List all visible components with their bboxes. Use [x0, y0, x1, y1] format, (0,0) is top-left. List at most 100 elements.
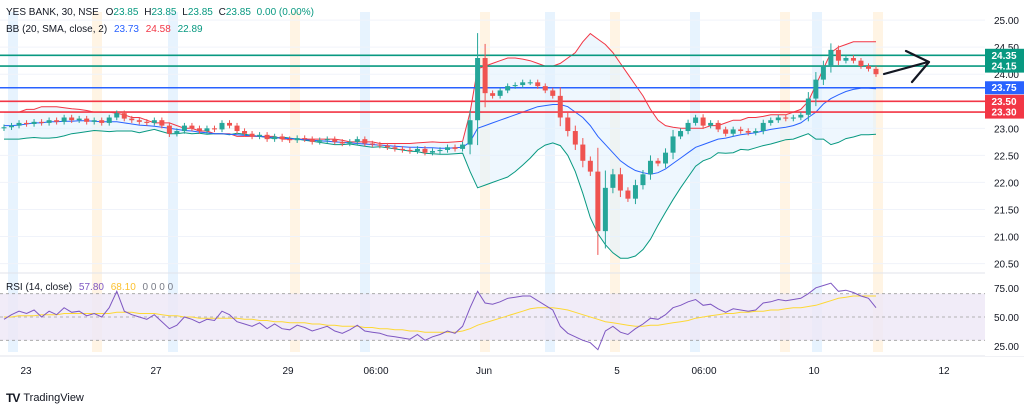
bb-name: BB (20, SMA, close, 2)	[6, 24, 108, 35]
bb-basis-value: 23.73	[113, 24, 139, 35]
candle-body	[565, 117, 571, 132]
candle-body	[174, 131, 180, 134]
candle-body	[302, 138, 308, 140]
level-tag-label: 24.35	[991, 51, 1016, 62]
rsi-legend: RSI (14, close) 57.80 68.10 0 0 0 0	[6, 281, 173, 294]
price-tick-label: 23.00	[994, 124, 1019, 135]
candle-body	[445, 147, 451, 150]
candle-body	[873, 68, 879, 75]
candle-body	[99, 120, 105, 123]
candle-body	[632, 185, 638, 199]
candle-body	[843, 57, 849, 61]
candle-body	[136, 120, 142, 122]
candle-body	[121, 113, 127, 119]
price-axis[interactable]: 25.00 24.50 24.00 23.50 23.00 22.50 22.00 21.50…	[985, 0, 1024, 356]
level-tag-bg	[985, 105, 1024, 119]
candle-body	[775, 117, 781, 121]
candle-body	[678, 131, 684, 137]
candle-body	[211, 128, 217, 130]
candle-body	[572, 131, 578, 145]
candle-body	[31, 121, 37, 124]
price-tick-label: 25.00	[994, 16, 1019, 27]
candle-body	[595, 171, 601, 232]
symbol-label: YES BANK, 30, NSE	[6, 7, 99, 18]
time-tick-label: 29	[282, 366, 294, 377]
time-axis[interactable]: 23 27 29 06:00 Jun 5 06:00 10 12	[20, 366, 950, 377]
candle-body	[16, 122, 22, 126]
level-tag-bg	[985, 59, 1024, 73]
candle-body	[580, 144, 586, 161]
candle-body	[790, 117, 796, 119]
candle-body	[279, 136, 285, 140]
candle-body	[384, 145, 390, 148]
open-value: 23.85	[113, 7, 139, 18]
candle-body	[475, 57, 481, 121]
bb-fill	[4, 33, 876, 259]
candle-body	[1, 127, 7, 129]
candle-body	[460, 144, 466, 149]
candle-body	[46, 120, 52, 123]
candle-body	[865, 66, 871, 69]
candle-body	[527, 82, 533, 84]
rsi-ma-value: 68.10	[110, 282, 136, 293]
horizontal-levels[interactable]	[0, 54, 985, 113]
candle-body	[392, 147, 398, 149]
rsi-tick-label: 25.00	[994, 342, 1019, 353]
candle-body	[204, 128, 210, 132]
candle-body	[602, 187, 608, 232]
level-tag-bg	[985, 94, 1024, 108]
bb-lower-value: 22.89	[177, 24, 203, 35]
candle-body	[309, 139, 315, 142]
rsi-pane	[0, 282, 985, 351]
candle-body	[257, 134, 263, 137]
candle-body	[106, 117, 112, 123]
candle-body	[362, 139, 368, 144]
candle-body	[151, 120, 157, 123]
candle-body	[723, 129, 729, 134]
candle-body	[490, 93, 496, 96]
time-tick-label: 06:00	[691, 366, 716, 377]
candle-body	[407, 149, 413, 152]
tradingview-watermark[interactable]: TV TradingView	[6, 391, 84, 405]
candle-body	[347, 141, 353, 144]
time-tick-label: 12	[938, 366, 950, 377]
candle-body	[422, 148, 428, 153]
candle-body	[557, 95, 563, 118]
candle-body	[685, 122, 691, 132]
level-tag-label: 24.15	[991, 62, 1016, 73]
candle-body	[693, 117, 699, 123]
candle-body	[753, 131, 759, 133]
candle-body	[399, 148, 405, 150]
time-tick-label: 06:00	[363, 366, 388, 377]
candle-body	[287, 139, 293, 141]
candle-body	[189, 125, 195, 129]
candle-body	[437, 149, 443, 152]
rsi-name: RSI (14, close)	[6, 282, 73, 293]
level-tag-label: 23.30	[991, 108, 1016, 119]
close-value: 23.85	[225, 7, 251, 18]
price-tick-label: 22.50	[994, 151, 1019, 162]
candle-body	[234, 125, 240, 132]
candle-body	[467, 120, 473, 145]
time-tick-label: Jun	[476, 366, 492, 377]
candle-body	[9, 125, 15, 128]
candle-body	[272, 136, 278, 140]
time-tick-label: 5	[614, 366, 620, 377]
rsi-line	[3, 282, 877, 351]
candle-body	[452, 147, 458, 149]
candle-body	[587, 160, 593, 172]
candle-body	[520, 82, 526, 86]
candle-body	[783, 117, 789, 119]
candle-body	[610, 174, 616, 188]
trend-arrow[interactable]	[882, 49, 931, 84]
time-tick-label: 10	[808, 366, 820, 377]
candle-body	[745, 131, 751, 133]
candle-body	[76, 118, 82, 121]
candle-body	[339, 141, 345, 144]
grid-lines	[0, 19, 1024, 357]
rsi-value: 57.80	[78, 282, 104, 293]
candle-body	[542, 86, 548, 91]
high-label: H	[144, 7, 152, 18]
candle-body	[144, 121, 150, 123]
